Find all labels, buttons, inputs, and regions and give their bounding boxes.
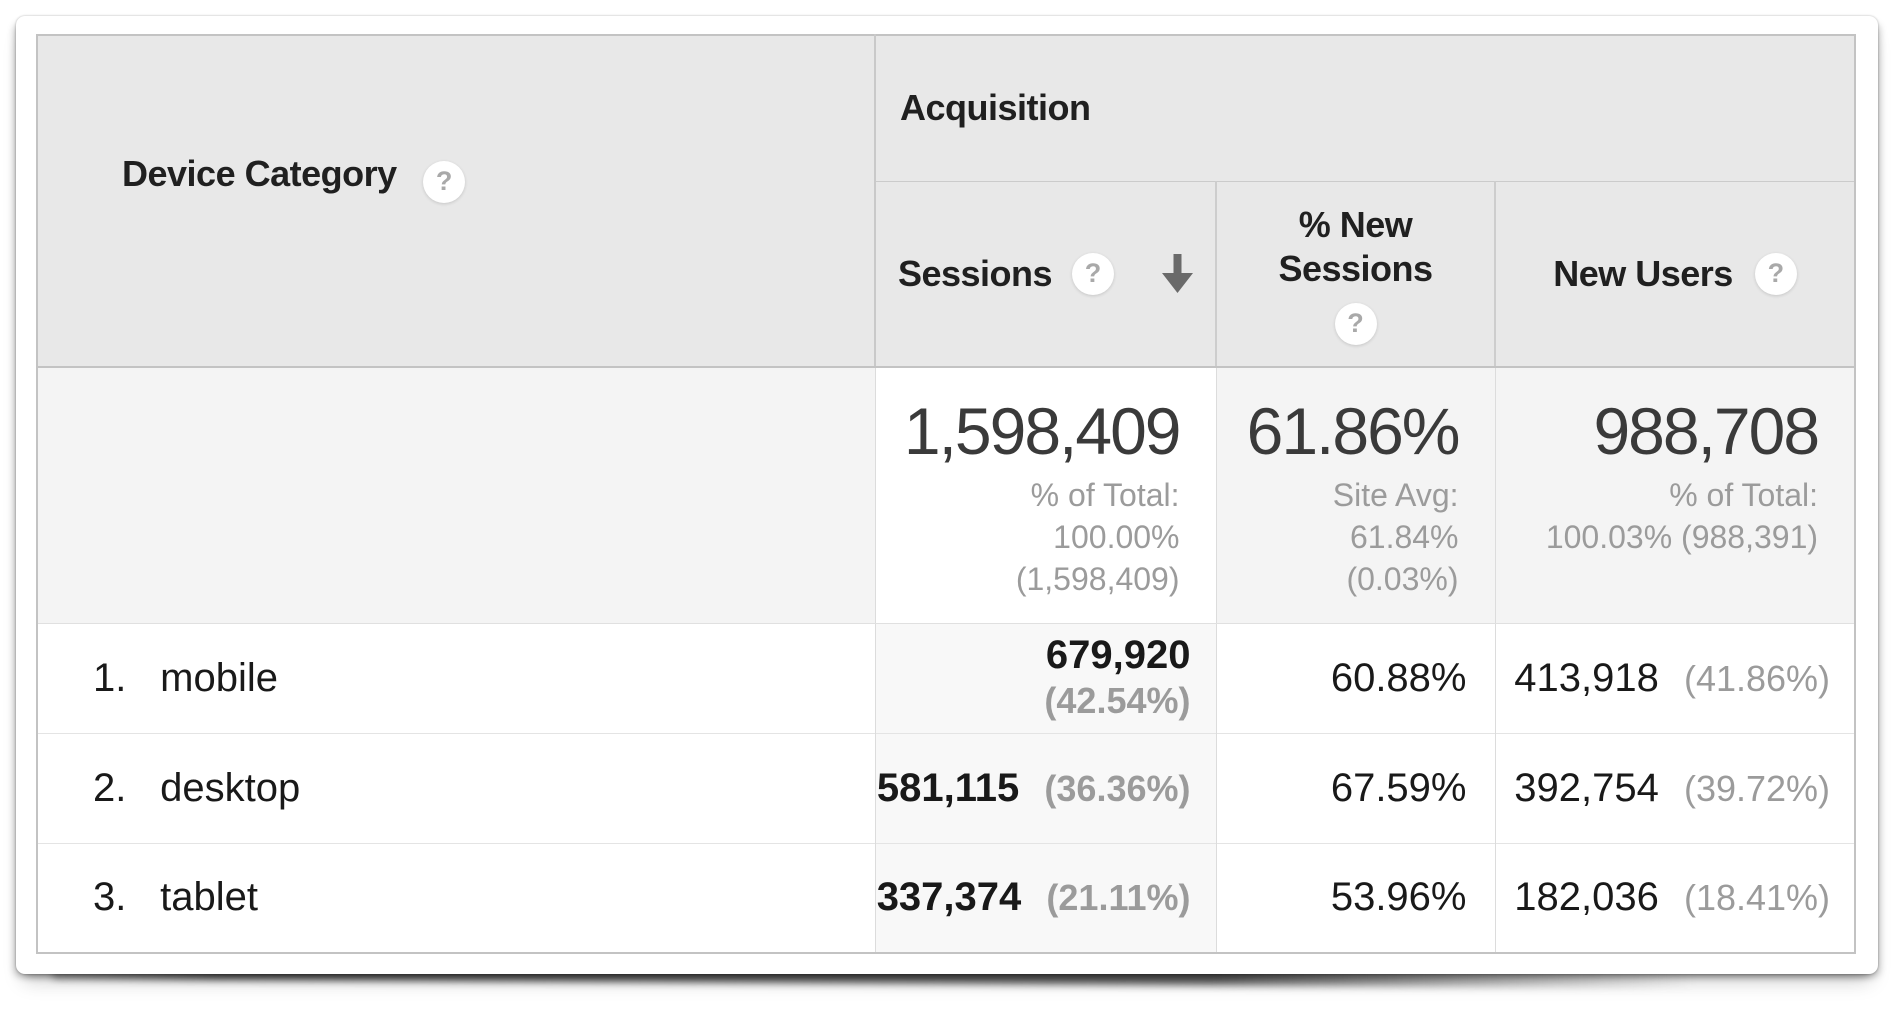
acquisition-group-header: Acquisition <box>875 35 1856 182</box>
sessions-cell: 679,920 (42.54%) <box>874 622 1216 733</box>
totals-new-users-cell: 988,708 % of Total: 100.03% (988,391) <box>1494 367 1856 624</box>
sessions-value: 337,374 <box>876 875 1022 920</box>
sessions-percent: (36.36%) <box>1044 767 1191 809</box>
totals-sessions-cell: 1,598,409 % of Total: 100.00% (1,598,409… <box>874 367 1216 624</box>
dimension-column-header: Device Category ? <box>37 35 876 368</box>
column-header-new-users[interactable]: New Users ? <box>1493 181 1856 368</box>
report-card: Device Category ? Acquisition Sessions ? <box>16 16 1878 974</box>
row-label-cell: 3. tablet <box>37 842 875 953</box>
totals-sessions-value: 1,598,409 <box>903 394 1182 468</box>
totals-percent-new-sessions-cell: 61.86% Site Avg: 61.84% (0.03%) <box>1215 367 1495 624</box>
new-users-cell: 182,036 (18.41%) <box>1494 842 1856 953</box>
help-icon[interactable]: ? <box>1754 252 1797 295</box>
percent-new-sessions-value: 53.96% <box>1330 875 1467 920</box>
help-icon[interactable]: ? <box>423 160 466 203</box>
row-index: 2. <box>93 765 127 810</box>
percent-new-sessions-value: 60.88% <box>1330 655 1467 700</box>
column-header-sessions[interactable]: Sessions ? <box>874 181 1216 368</box>
new-users-percent: (18.41%) <box>1683 877 1831 919</box>
row-index: 1. <box>93 655 127 700</box>
sessions-cell: 337,374 (21.11%) <box>874 842 1216 953</box>
device-category-value: desktop <box>160 765 301 810</box>
percent-new-sessions-cell: 67.59% <box>1215 732 1495 843</box>
totals-percent-new-sessions-value: 61.86% <box>1246 394 1461 468</box>
device-category-value: tablet <box>160 875 258 920</box>
row-index: 3. <box>93 875 127 920</box>
acquisition-group-label: Acquisition <box>900 87 1091 129</box>
new-users-percent: (41.86%) <box>1683 657 1831 699</box>
column-header-percent-new-sessions[interactable]: % New Sessions ? <box>1215 181 1495 368</box>
percent-new-sessions-cell: 53.96% <box>1215 842 1495 953</box>
sessions-value: 581,115 <box>876 765 1020 810</box>
new-users-cell: 392,754 (39.72%) <box>1494 732 1856 843</box>
totals-row: 1,598,409 % of Total: 100.00% (1,598,409… <box>37 367 1856 624</box>
sessions-percent: (21.11%) <box>1046 877 1191 919</box>
new-users-value: 182,036 <box>1514 875 1659 920</box>
table-row: 3. tablet 337,374 (21.11%) 53.96% 182,03… <box>37 842 1856 953</box>
totals-new-users-note: % of Total: 100.03% (988,391) <box>1496 474 1819 558</box>
percent-new-sessions-cell: 60.88% <box>1215 622 1495 733</box>
dimension-header-label: Device Category <box>122 153 397 195</box>
note-line: % of Total: <box>1669 477 1819 513</box>
new-users-value: 392,754 <box>1514 765 1659 810</box>
totals-percent-new-sessions-note: Site Avg: 61.84% (0.03%) <box>1217 474 1459 600</box>
sort-descending-icon <box>1162 254 1194 294</box>
sessions-percent: (42.54%) <box>1044 680 1191 721</box>
header-metric-row: Sessions ? % New Sessions ? <box>37 181 1856 368</box>
header-group-row: Device Category ? Acquisition <box>37 35 1856 368</box>
sessions-value: 679,920 <box>1045 633 1191 677</box>
note-line: 100.00% <box>1053 519 1180 555</box>
note-line: % of Total: <box>1030 477 1180 513</box>
note-line: Site Avg: <box>1332 477 1459 513</box>
percent-new-sessions-value: 67.59% <box>1330 765 1467 810</box>
device-category-value: mobile <box>160 655 278 700</box>
new-users-value: 413,918 <box>1514 655 1659 700</box>
device-category-report-table: Device Category ? Acquisition Sessions ? <box>36 34 1857 954</box>
new-users-cell: 413,918 (41.86%) <box>1494 622 1856 733</box>
new-users-header-label: New Users <box>1553 252 1733 294</box>
totals-new-users-value: 988,708 <box>1593 394 1820 468</box>
new-users-percent: (39.72%) <box>1683 767 1831 809</box>
row-label-cell: 1. mobile <box>37 622 875 733</box>
note-line: (0.03%) <box>1346 561 1459 597</box>
percent-new-sessions-header-line2: Sessions <box>1278 247 1433 289</box>
percent-new-sessions-header-line1: % New <box>1298 203 1413 245</box>
sessions-header-label: Sessions <box>897 252 1053 294</box>
totals-sessions-note: % of Total: 100.00% (1,598,409) <box>876 474 1180 600</box>
table-row: 1. mobile 679,920 (42.54%) 60.88% 413,91… <box>37 622 1856 733</box>
table-row: 2. desktop 581,115 (36.36%) 67.59% 392,7… <box>37 732 1856 843</box>
row-label-cell: 2. desktop <box>37 732 875 843</box>
totals-dimension-cell <box>37 367 875 624</box>
sessions-cell: 581,115 (36.36%) <box>874 732 1216 843</box>
note-line: (1,598,409) <box>1015 561 1180 597</box>
help-icon[interactable]: ? <box>1334 302 1377 345</box>
note-line: 61.84% <box>1349 519 1459 555</box>
note-line: 100.03% (988,391) <box>1545 519 1819 555</box>
help-icon[interactable]: ? <box>1072 252 1115 295</box>
